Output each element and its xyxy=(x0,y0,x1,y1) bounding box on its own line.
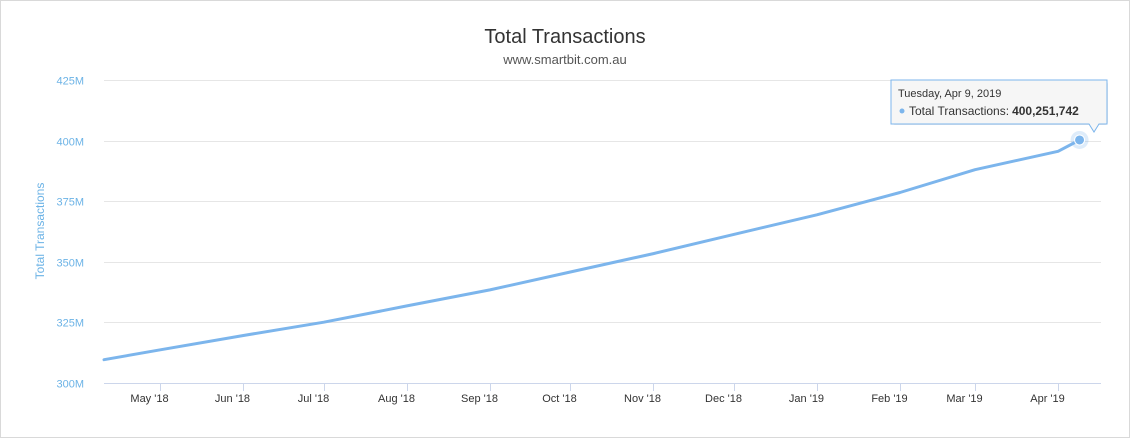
y-tick-label: 375M xyxy=(56,197,84,209)
x-tick-label: Sep '18 xyxy=(461,393,498,405)
x-tick-label: Mar '19 xyxy=(946,393,982,405)
y-axis: 300M 325M 350M 375M 400M 425M xyxy=(56,76,84,391)
tooltip-series-dot xyxy=(899,108,905,114)
y-tick-label: 400M xyxy=(56,137,84,149)
x-tick-label: Jul '18 xyxy=(298,393,329,405)
chart-title: Total Transactions xyxy=(484,26,645,48)
x-tick-label: Apr '19 xyxy=(1030,393,1065,405)
tooltip-value: 400,251,742 xyxy=(1012,104,1079,118)
tooltip-date: Tuesday, Apr 9, 2019 xyxy=(898,88,1001,100)
x-axis: May '18 Jun '18 Jul '18 Aug '18 Sep '18 Oct '… xyxy=(104,383,1101,405)
y-tick-label: 300M xyxy=(56,379,84,391)
x-tick-label: Dec '18 xyxy=(705,393,742,405)
x-tick-label: Jun '18 xyxy=(215,393,250,405)
y-tick-label: 350M xyxy=(56,258,84,270)
tooltip-box xyxy=(890,79,1108,133)
y-axis-title: Total Transactions xyxy=(33,183,47,280)
y-tick-label: 425M xyxy=(56,76,84,88)
chart-subtitle: www.smartbit.com.au xyxy=(502,52,627,67)
y-tick-label: 325M xyxy=(56,318,84,330)
x-tick-label: May '18 xyxy=(130,393,168,405)
tooltip-series-name: Total Transactions: xyxy=(909,104,1009,118)
series-layer xyxy=(102,130,1089,362)
x-tick-label: Jan '19 xyxy=(789,393,824,405)
hover-marker xyxy=(1074,134,1086,146)
x-tick-label: Nov '18 xyxy=(624,393,661,405)
x-tick-label: Oct '18 xyxy=(542,393,577,405)
series-line xyxy=(102,138,1082,362)
x-tick-label: Aug '18 xyxy=(378,393,415,405)
x-tick-label: Feb '19 xyxy=(871,393,907,405)
